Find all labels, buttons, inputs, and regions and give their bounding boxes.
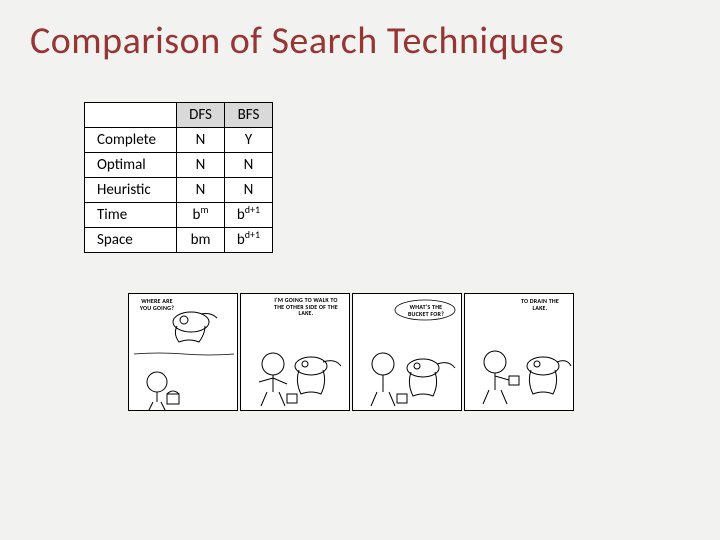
cell-optimal-bfs: N	[225, 153, 273, 178]
col-header-dfs: DFS	[177, 103, 225, 128]
col-header-bfs: BFS	[225, 103, 273, 128]
row-label-space: Space	[85, 228, 177, 253]
row-label-heuristic: Heuristic	[85, 178, 177, 203]
table-row: Space bm bd+1	[85, 228, 273, 253]
cell-complete-bfs: Y	[225, 128, 273, 153]
comparison-table: DFS BFS Complete N Y Optimal N N Heurist…	[84, 102, 273, 253]
comic-sketch-1	[129, 294, 238, 411]
slide-title: Comparison of Search Techniques	[0, 0, 720, 64]
table-row: Heuristic N N	[85, 178, 273, 203]
cell-heuristic-bfs: N	[225, 178, 273, 203]
comic-panel-1: WHERE ARE YOU GOING?	[128, 293, 238, 411]
comic-sketch-4	[465, 294, 574, 411]
cell-time-bfs: bd+1	[225, 203, 273, 228]
table-row: Time bm bd+1	[85, 203, 273, 228]
comic-sketch-2	[241, 294, 350, 411]
row-label-optimal: Optimal	[85, 153, 177, 178]
cell-complete-dfs: N	[177, 128, 225, 153]
row-label-time: Time	[85, 203, 177, 228]
table-row: Optimal N N	[85, 153, 273, 178]
cell-time-dfs: bm	[177, 203, 225, 228]
cell-optimal-dfs: N	[177, 153, 225, 178]
cell-space-dfs: bm	[177, 228, 225, 253]
comic-panel-2: I'M GOING TO WALK TO THE OTHER SIDE OF T…	[240, 293, 350, 411]
table-corner-cell	[85, 103, 177, 128]
comparison-table-wrapper: DFS BFS Complete N Y Optimal N N Heurist…	[84, 102, 720, 253]
comic-strip: WHERE ARE YOU GOING? I'M GOING TO WALK T…	[128, 293, 720, 411]
comic-panel-4: TO DRAIN THE LAKE.	[464, 293, 574, 411]
table-row: Complete N Y	[85, 128, 273, 153]
cell-space-bfs: bd+1	[225, 228, 273, 253]
comic-panel-3: WHAT'S THE BUCKET FOR?	[352, 293, 462, 411]
row-label-complete: Complete	[85, 128, 177, 153]
comic-sketch-3	[353, 294, 462, 411]
table-header-row: DFS BFS	[85, 103, 273, 128]
cell-heuristic-dfs: N	[177, 178, 225, 203]
